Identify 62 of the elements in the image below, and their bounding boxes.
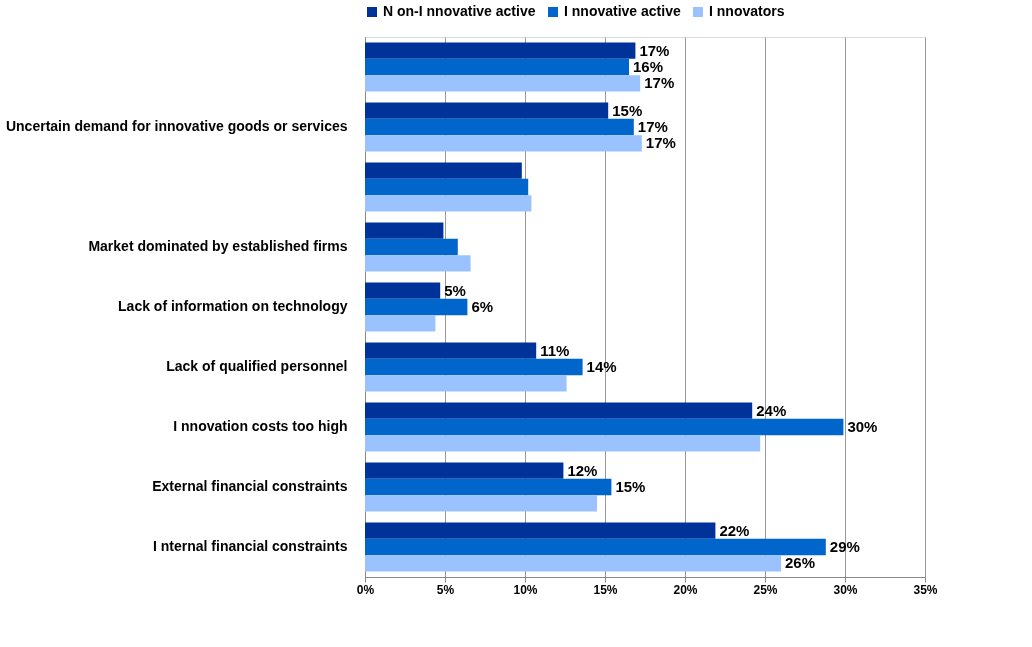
bar <box>365 478 612 496</box>
x-tick-label: 25% <box>753 582 778 597</box>
data-label: 6% <box>471 298 494 315</box>
x-tick-label: 10% <box>513 582 538 597</box>
data-label: 17% <box>645 134 676 152</box>
bar <box>365 222 444 239</box>
legend-label: I nnovators <box>709 3 785 19</box>
bar <box>365 522 716 539</box>
bar <box>365 42 636 59</box>
y-tick-label: External financial constraints <box>152 478 348 494</box>
bar <box>365 162 522 179</box>
bar <box>365 178 529 196</box>
data-label: 5% <box>444 281 466 299</box>
bar <box>365 462 564 479</box>
data-label: 30% <box>847 418 878 435</box>
bar <box>365 135 642 152</box>
y-tick-label: I nternal financial constraints <box>153 538 348 554</box>
y-tick-label: Lack of qualified personnel <box>166 358 348 374</box>
bar <box>365 402 753 419</box>
bar <box>365 255 471 272</box>
x-tick-label: 35% <box>913 582 938 597</box>
bar <box>365 298 468 316</box>
bar <box>365 238 458 256</box>
y-tick-label: Uncertain demand for innovative goods or services <box>5 118 348 134</box>
bar <box>365 315 436 332</box>
data-label: 24% <box>756 401 787 419</box>
bar <box>365 418 844 436</box>
bar <box>365 358 583 376</box>
bar <box>365 342 537 359</box>
x-tick-label: 15% <box>593 582 618 597</box>
y-tick-label: I nnovation costs too high <box>173 418 348 434</box>
y-tick-label: Lack of information on technology <box>118 298 348 314</box>
bar <box>365 495 597 512</box>
x-tick-label: 20% <box>673 582 698 597</box>
x-tick-label: 5% <box>436 582 455 597</box>
data-label: 22% <box>719 521 750 539</box>
data-label: 14% <box>586 358 617 375</box>
data-label: 17% <box>637 118 668 135</box>
data-label: 29% <box>829 538 860 555</box>
data-label: 26% <box>785 554 816 572</box>
data-label: 11% <box>540 341 570 359</box>
bar <box>365 555 781 572</box>
legend-label: N on-I nnovative active <box>383 3 536 19</box>
bar <box>365 538 826 556</box>
bar <box>365 58 629 76</box>
bar <box>365 435 761 452</box>
data-label: 15% <box>615 478 646 495</box>
x-tick-label: 0% <box>356 582 375 597</box>
legend-label: I nnovative active <box>564 3 681 19</box>
x-tick-label: 30% <box>833 582 858 597</box>
bar <box>365 282 441 299</box>
data-label: 17% <box>644 74 675 92</box>
bar <box>365 375 567 392</box>
bar <box>365 195 532 212</box>
bar <box>365 102 609 119</box>
y-tick-label: Market dominated by established firms <box>88 238 348 254</box>
data-label: 16% <box>633 58 664 75</box>
data-label: 12% <box>567 461 598 479</box>
bar <box>365 75 641 92</box>
data-label: 17% <box>639 41 670 59</box>
data-label: 15% <box>612 101 643 119</box>
bar <box>365 118 634 136</box>
